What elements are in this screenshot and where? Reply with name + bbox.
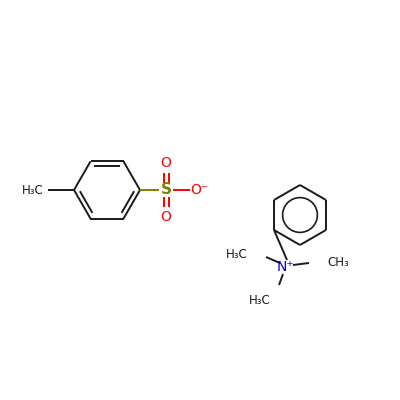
Text: H₃C: H₃C [226,248,248,260]
Text: O: O [160,210,172,224]
Text: O: O [160,156,172,170]
Text: H₃C: H₃C [249,294,271,306]
Text: S: S [160,182,172,198]
Text: O⁻: O⁻ [190,183,208,197]
Text: H₃C: H₃C [22,184,44,196]
Text: N⁺: N⁺ [276,260,294,274]
Text: CH₃: CH₃ [327,256,349,270]
